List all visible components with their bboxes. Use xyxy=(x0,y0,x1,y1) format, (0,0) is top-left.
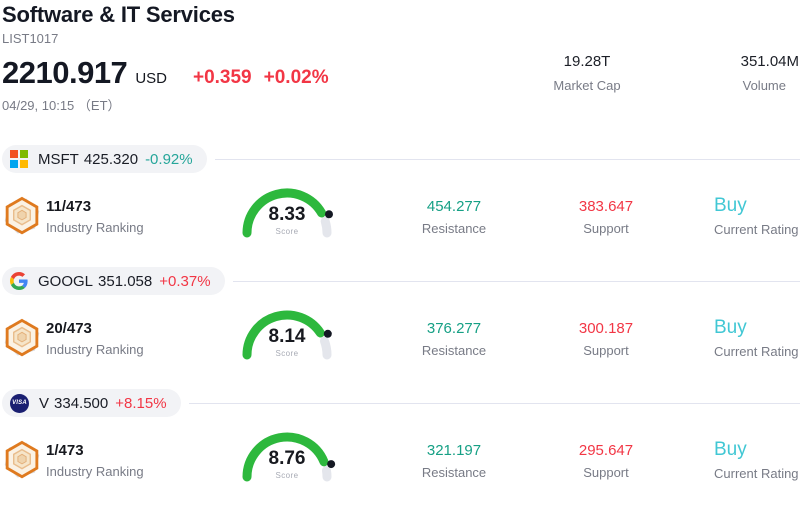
current-rating-value[interactable]: Buy xyxy=(714,439,747,461)
resistance-label: Resistance xyxy=(421,221,487,237)
resistance-value: 376.277 xyxy=(426,320,482,338)
ticker-change: +8.15% xyxy=(115,394,167,412)
ticker-symbol: GOOGL xyxy=(38,272,94,290)
currency-label: USD xyxy=(135,70,167,88)
current-rating-value[interactable]: Buy xyxy=(714,317,747,339)
microsoft-logo xyxy=(10,150,28,169)
ticker-change: -0.92% xyxy=(145,150,193,168)
ranking-badge-icon xyxy=(2,195,46,244)
support-label: Support xyxy=(583,343,629,359)
volume-block: 351.04M Volume xyxy=(699,53,799,93)
divider xyxy=(232,280,800,282)
support-label: Support xyxy=(583,221,629,237)
score-gauge: 8.33 Score xyxy=(237,177,337,243)
ticker-pill[interactable]: GOOGL 351.058 +0.37% xyxy=(2,267,225,296)
list-id: LIST1017 xyxy=(2,31,59,47)
industry-rank-value: 11/473 xyxy=(46,198,92,216)
resistance-label: Resistance xyxy=(421,465,487,481)
current-rating-label: Current Rating xyxy=(714,222,799,238)
industry-rank-value: 20/473 xyxy=(46,320,92,338)
ticker-price: 425.320 xyxy=(83,150,139,168)
market-cap-label: Market Cap xyxy=(553,78,621,93)
industry-rank-value: 1/473 xyxy=(46,442,84,460)
google-logo xyxy=(10,272,28,291)
resistance-value: 454.277 xyxy=(426,198,482,216)
support-value: 295.647 xyxy=(578,442,634,460)
ticker-logo-icon xyxy=(10,272,28,291)
industry-rank-label: Industry Ranking xyxy=(46,220,144,236)
score-value: 8.76 xyxy=(268,448,306,470)
index-price: 2210.917 xyxy=(2,55,128,91)
resistance-value: 321.197 xyxy=(426,442,482,460)
score-gauge: 8.14 Score xyxy=(237,299,337,365)
score-label: Score xyxy=(275,471,299,481)
industry-rank-label: Industry Ranking xyxy=(46,464,144,480)
stock-list: MSFT 425.320 -0.92% 11/473 Industry Rank… xyxy=(2,145,800,511)
score-label: Score xyxy=(275,349,299,359)
divider xyxy=(188,402,800,404)
ticker-price: 334.500 xyxy=(54,394,109,412)
ticker-logo-icon: VISA xyxy=(10,393,29,413)
stock-section: MSFT 425.320 -0.92% 11/473 Industry Rank… xyxy=(2,145,800,267)
ranking-badge-icon xyxy=(2,317,46,366)
ticker-symbol: V xyxy=(39,394,50,412)
score-value: 8.14 xyxy=(268,326,306,348)
support-value: 383.647 xyxy=(578,198,634,216)
volume-label: Volume xyxy=(742,78,786,93)
market-cap-block: 19.28T Market Cap xyxy=(515,53,659,93)
score-label: Score xyxy=(275,227,299,237)
resistance-label: Resistance xyxy=(421,343,487,359)
visa-logo: VISA xyxy=(10,393,29,413)
current-rating-label: Current Rating xyxy=(714,466,799,482)
current-rating-label: Current Rating xyxy=(714,344,799,360)
divider xyxy=(214,158,800,160)
page-title: Software & IT Services xyxy=(2,2,235,27)
ticker-change: +0.37% xyxy=(159,272,211,290)
ticker-pill[interactable]: VISA V 334.500 +8.15% xyxy=(2,389,181,418)
ranking-badge-icon xyxy=(2,439,46,488)
ticker-logo-icon xyxy=(10,150,28,169)
support-label: Support xyxy=(583,465,629,481)
stock-section: VISA V 334.500 +8.15% 1/473 Industry Ran… xyxy=(2,389,800,511)
score-gauge: 8.76 Score xyxy=(237,421,337,487)
index-change-pct: +0.02% xyxy=(263,67,329,89)
support-value: 300.187 xyxy=(578,320,634,338)
ticker-price: 351.058 xyxy=(98,272,153,290)
market-cap-value: 19.28T xyxy=(563,53,611,70)
current-rating-value[interactable]: Buy xyxy=(714,195,747,217)
ticker-symbol: MSFT xyxy=(38,150,79,168)
score-value: 8.33 xyxy=(268,204,306,226)
ticker-pill[interactable]: MSFT 425.320 -0.92% xyxy=(2,145,207,174)
volume-value: 351.04M xyxy=(740,53,799,70)
header: Software & IT Services LIST1017 2210.917… xyxy=(2,2,800,114)
timestamp: 04/29, 10:15 （ET） xyxy=(2,98,121,114)
stock-section: GOOGL 351.058 +0.37% 20/473 Industry Ran… xyxy=(2,267,800,389)
index-change-abs: +0.359 xyxy=(192,67,252,89)
industry-rank-label: Industry Ranking xyxy=(46,342,144,358)
